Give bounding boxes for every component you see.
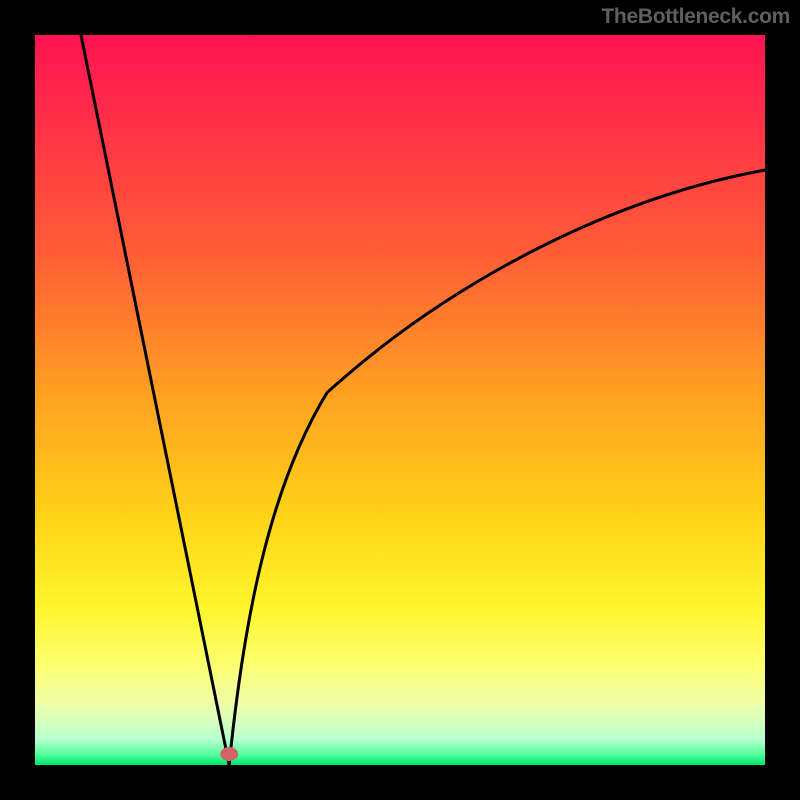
minimum-marker <box>220 747 238 761</box>
chart-frame: TheBottleneck.com <box>0 0 800 800</box>
plot-area <box>35 35 765 765</box>
watermark-text: TheBottleneck.com <box>601 5 790 29</box>
bottleneck-curve-chart <box>35 35 765 765</box>
gradient-background <box>35 35 765 765</box>
